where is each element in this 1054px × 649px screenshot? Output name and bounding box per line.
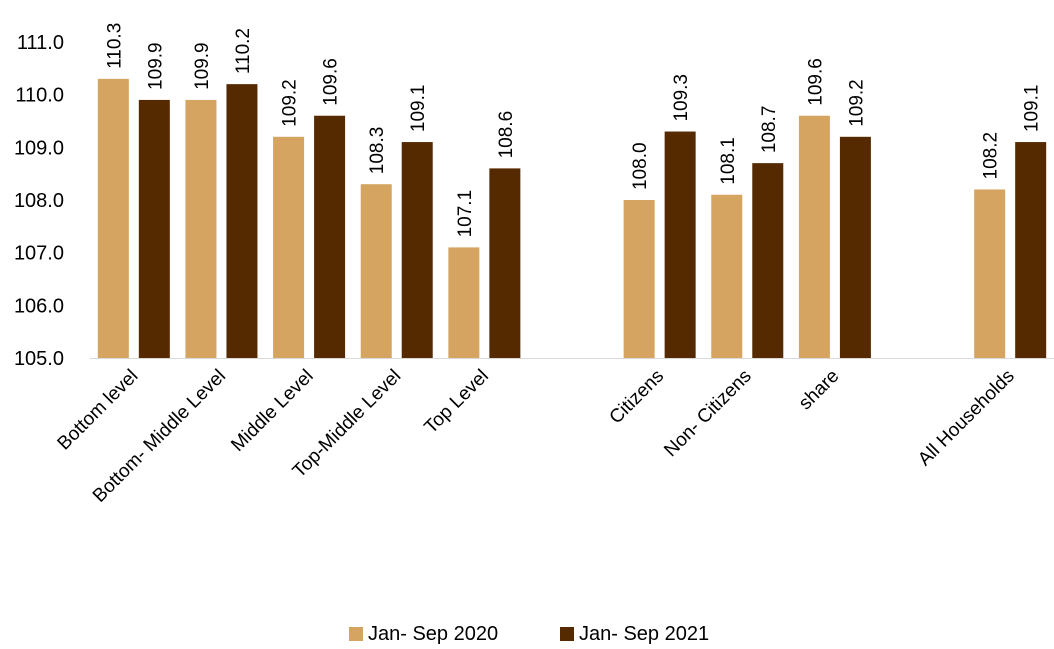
bar	[226, 84, 258, 358]
y-tick-label: 107.0	[14, 243, 64, 265]
category-label: Citizens	[606, 366, 669, 429]
bar	[798, 115, 830, 358]
bar	[752, 163, 784, 358]
data-label: 109.1	[408, 85, 429, 133]
bar	[97, 78, 129, 358]
bar	[974, 189, 1006, 358]
data-label: 108.6	[496, 111, 517, 159]
bar	[185, 99, 217, 358]
data-label: 107.1	[455, 190, 476, 238]
legend-label: Jan- Sep 2020	[368, 623, 498, 645]
y-tick-label: 105.0	[14, 348, 64, 370]
data-label: 109.2	[280, 79, 301, 127]
bar	[489, 168, 521, 358]
bar	[401, 142, 433, 358]
data-label: 109.3	[671, 74, 692, 122]
data-labels: 110.3 109.9 109.9 110.2 109.2 109.6 108.3 109.1…	[104, 23, 1042, 238]
bar	[273, 136, 305, 358]
legend: Jan- Sep 2020 Jan- Sep 2021	[349, 623, 709, 645]
data-label: 109.6	[805, 58, 826, 106]
y-axis: 105.0 106.0 107.0 108.0 109.0 110.0 111.0	[14, 32, 64, 370]
bar	[138, 99, 170, 358]
data-label: 109.6	[321, 58, 342, 106]
category-label: Non- Citizens	[660, 366, 755, 461]
bar	[1015, 142, 1047, 358]
bars	[97, 78, 1047, 358]
y-tick-label: 106.0	[14, 295, 64, 317]
data-label: 108.2	[981, 132, 1002, 180]
legend-swatch	[560, 627, 574, 641]
bar	[839, 136, 871, 358]
data-label: 109.9	[192, 42, 213, 90]
data-label: 109.9	[145, 42, 166, 90]
y-tick-label: 108.0	[14, 190, 64, 212]
data-label: 108.3	[367, 127, 388, 175]
y-tick-label: 109.0	[14, 137, 64, 159]
bar	[711, 194, 743, 358]
data-label: 108.7	[759, 106, 780, 154]
category-label: All Households	[914, 366, 1018, 470]
legend-swatch	[349, 627, 363, 641]
bar	[623, 200, 655, 358]
y-tick-label: 110.0	[15, 85, 64, 107]
data-label: 110.2	[233, 28, 254, 74]
data-label: 109.2	[846, 79, 867, 127]
y-tick-label: 111.0	[17, 32, 64, 54]
bar	[664, 131, 696, 358]
bar	[314, 115, 346, 358]
bar	[360, 184, 392, 358]
bar	[448, 247, 480, 358]
category-label: Bottom level	[54, 366, 143, 455]
category-label: Top Level	[421, 366, 493, 438]
category-label: Middle Level	[227, 366, 317, 456]
legend-label: Jan- Sep 2021	[579, 623, 709, 645]
data-label: 108.0	[630, 142, 651, 190]
data-label: 109.1	[1022, 85, 1043, 133]
data-label: 108.1	[718, 137, 739, 185]
data-label: 110.3	[104, 23, 125, 69]
category-label: share	[795, 366, 843, 414]
